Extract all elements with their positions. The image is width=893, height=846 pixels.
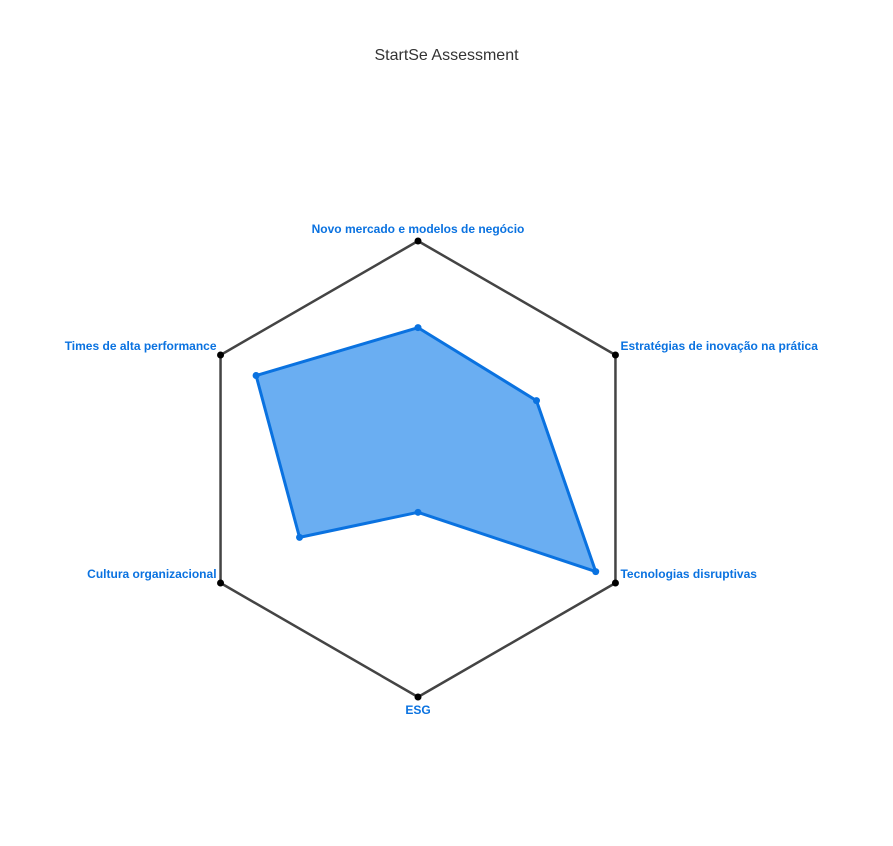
- radar-frame: [217, 237, 619, 701]
- data-point-esg[interactable]: [414, 508, 422, 516]
- frame-vertex-times-de-alta-performance: [217, 351, 225, 359]
- axis-label-tecnologias-disruptivas: Tecnologias disruptivas: [620, 567, 757, 581]
- axis-label-esg: ESG: [405, 703, 430, 717]
- frame-vertex-estrategias-de-inovacao-na-pratica: [611, 351, 619, 359]
- axis-label-cultura-organizacional: Cultura organizacional: [87, 567, 216, 581]
- frame-vertex-cultura-organizacional: [217, 579, 225, 587]
- axis-label-estrategias-de-inovacao-na-pratica: Estratégias de inovação na prática: [620, 339, 818, 353]
- chart-title: StartSe Assessment: [374, 47, 519, 64]
- axis-label-novo-mercado-e-modelos-de-negocio: Novo mercado e modelos de negócio: [312, 222, 525, 236]
- series-area-0: [254, 326, 598, 574]
- data-point-novo-mercado-e-modelos-de-negocio[interactable]: [414, 324, 422, 332]
- frame-vertex-novo-mercado-e-modelos-de-negocio: [414, 237, 422, 245]
- data-point-cultura-organizacional[interactable]: [296, 533, 304, 541]
- radar-series: [252, 324, 600, 576]
- radar-axis-labels: Novo mercado e modelos de negócio Estraté…: [65, 222, 818, 717]
- frame-vertex-tecnologias-disruptivas: [611, 579, 619, 587]
- data-point-times-de-alta-performance[interactable]: [252, 372, 260, 380]
- frame-vertex-esg: [414, 693, 422, 701]
- data-point-estrategias-de-inovacao-na-pratica[interactable]: [532, 397, 540, 405]
- data-point-tecnologias-disruptivas[interactable]: [592, 568, 600, 576]
- axis-label-times-de-alta-performance: Times de alta performance: [65, 339, 217, 353]
